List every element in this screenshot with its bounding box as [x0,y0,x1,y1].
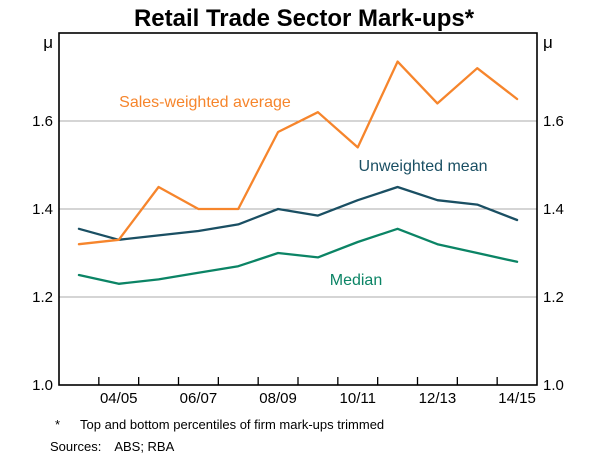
sources-text: ABS; RBA [114,439,175,454]
sources-line: Sources: ABS; RBA [50,439,174,454]
series-label-sales-weighted-average: Sales-weighted average [119,94,291,111]
series-label-unweighted-mean: Unweighted mean [359,158,488,175]
y-axis-label-right: 1.4 [543,201,564,218]
y-axis-label-left: 1.0 [32,377,53,394]
series-label-median: Median [330,272,382,289]
y-axis-label-left: 1.2 [32,289,53,306]
y-axis-label-left: 1.4 [32,201,53,218]
series-line-unweighted-mean [77,185,519,241]
x-axis-label: 10/11 [340,390,376,407]
footnote-marker: * [55,417,61,432]
series-line-sales-weighted-average [77,60,519,246]
x-axis-label: 14/15 [498,390,536,407]
y-axis-label-right: 1.6 [543,113,564,130]
sources-label: Sources: [50,439,102,454]
series-line-median [77,227,519,285]
footnote: * Top and bottom percentiles of firm mark… [55,417,384,432]
y-axis-label-right: 1.0 [543,377,564,394]
y-axis-label-left: 1.6 [32,113,53,130]
y-axis-unit-right: μ [543,33,553,52]
footnote-text: Top and bottom percentiles of firm mark-… [80,417,385,432]
y-axis-label-right: 1.2 [543,289,564,306]
y-axis-unit-left: μ [43,33,53,52]
x-axis-label: 04/05 [100,390,138,407]
x-axis-label: 12/13 [419,390,457,407]
chart-title: Retail Trade Sector Mark-ups* [133,5,475,32]
x-axis-label: 06/07 [180,390,218,407]
x-axis-label: 08/09 [259,390,297,407]
